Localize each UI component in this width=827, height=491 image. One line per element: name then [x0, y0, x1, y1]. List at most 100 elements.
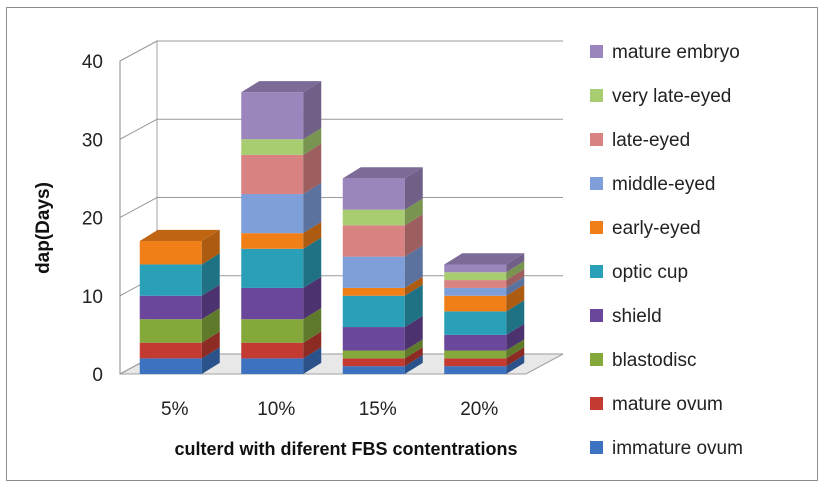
legend-item-very-late-eyed: very late-eyed	[590, 86, 731, 107]
legend-swatch-late-eyed	[590, 133, 603, 146]
bar-segment-20-percent-shield-side	[506, 323, 525, 351]
x-axis-ticks: 5% 10% 15% 20%	[161, 399, 498, 420]
bar-segment-15-percent-optic-cup-side	[404, 284, 423, 328]
x-tick-5-percent: 5%	[161, 399, 189, 420]
bar-segment-5-percent-early-eyed-front	[139, 240, 202, 265]
bar-segment-10-percent-late-eyed-side	[303, 143, 322, 195]
y-tick-10: 10	[82, 287, 103, 308]
bar-top-20-percent	[444, 253, 525, 265]
bar-segment-5-percent-blastodisc-front	[139, 319, 202, 343]
bar-segment-15-percent-immature-ovum-front	[342, 366, 405, 374]
bar-segment-15-percent-mature-ovum	[342, 347, 423, 367]
gridline	[119, 197, 563, 218]
bars	[139, 81, 525, 374]
bar-segment-15-percent-middle-eyed-side	[404, 245, 423, 288]
bar-segment-20-percent-early-eyed	[444, 284, 525, 312]
bar-segment-20-percent-middle-eyed-side	[506, 276, 525, 296]
bar-segment-20-percent-mature-embryo	[444, 253, 525, 273]
legend-label-late-eyed: late-eyed	[612, 130, 690, 151]
legend: mature embryo very late-eyed late-eyed midd…	[590, 42, 743, 459]
legend-label-mature-ovum: mature ovum	[612, 394, 723, 415]
bar-segment-15-percent-mature-embryo	[342, 167, 423, 210]
bar-segment-15-percent-blastodisc	[342, 339, 423, 359]
bar-segment-15-percent-immature-ovum	[342, 355, 423, 374]
legend-item-mature-embryo: mature embryo	[590, 42, 740, 63]
bar-segment-10-percent-early-eyed-side	[303, 221, 322, 249]
bar-segment-10-percent-early-eyed-front	[241, 233, 304, 249]
bar-segment-5-percent-mature-ovum-front	[139, 342, 202, 359]
bar-segment-15-percent-very-late-eyed-front	[342, 209, 405, 226]
x-tick-20-percent: 20%	[460, 399, 498, 420]
bar-segment-15-percent-mature-embryo-side	[404, 167, 423, 210]
gridline	[119, 40, 563, 62]
bar-segment-15-percent-shield-side	[404, 315, 423, 351]
legend-item-late-eyed: late-eyed	[590, 130, 690, 151]
bar-segment-10-percent-early-eyed	[241, 221, 322, 249]
bar-segment-20-percent-immature-ovum-side	[506, 355, 525, 374]
legend-label-optic-cup: optic cup	[612, 262, 688, 283]
bar-top-5-percent	[139, 229, 220, 241]
bar-segment-5-percent-blastodisc-side	[201, 308, 220, 343]
y-tick-30: 30	[82, 130, 103, 151]
legend-swatch-middle-eyed	[590, 177, 603, 190]
bar-segment-15-percent-blastodisc-front	[342, 350, 405, 359]
bar-segment-5-percent-immature-ovum-front	[139, 358, 202, 374]
bar-segment-10-percent-mature-embryo	[241, 81, 322, 140]
bar-segment-10-percent-optic-cup-front	[241, 248, 304, 288]
bar-segment-10-percent-middle-eyed	[241, 182, 322, 234]
bar-segment-10-percent-blastodisc-side	[303, 308, 322, 343]
bar-segment-15-percent-shield	[342, 315, 423, 351]
bar-segment-5-percent-immature-ovum	[139, 347, 220, 374]
bar-segment-15-percent-early-eyed-side	[404, 276, 423, 296]
bar-stack-15-percent	[342, 167, 423, 374]
bar-segment-15-percent-early-eyed-front	[342, 287, 405, 296]
bar-stack-10-percent	[241, 81, 322, 374]
bar-segment-20-percent-mature-embryo-side	[506, 253, 525, 273]
bar-top-10-percent	[241, 81, 322, 93]
gridline	[119, 118, 563, 140]
bar-segment-15-percent-middle-eyed-front	[342, 256, 405, 288]
legend-swatch-blastodisc	[590, 353, 603, 366]
bar-segment-15-percent-middle-eyed	[342, 245, 423, 288]
x-axis-label: culterd with diferent FBS contentrations	[174, 439, 517, 459]
bar-segment-10-percent-mature-embryo-side	[303, 81, 322, 140]
y-axis-label: dap(Days)	[33, 182, 54, 274]
legend-label-shield: shield	[612, 306, 662, 327]
legend-swatch-mature-embryo	[590, 45, 603, 58]
y-tick-0: 0	[92, 365, 103, 386]
bar-segment-10-percent-mature-ovum	[241, 331, 322, 359]
bar-segment-20-percent-late-eyed-side	[506, 268, 525, 288]
legend-label-mature-embryo: mature embryo	[612, 42, 740, 63]
x-tick-10-percent: 10%	[257, 399, 295, 420]
bar-segment-15-percent-optic-cup-front	[342, 295, 405, 328]
bar-segment-5-percent-mature-ovum	[139, 331, 220, 359]
bar-segment-15-percent-very-late-eyed	[342, 198, 423, 226]
bar-stack-20-percent	[444, 253, 525, 374]
bar-segment-10-percent-mature-embryo-front	[241, 92, 304, 140]
legend-label-early-eyed: early-eyed	[612, 218, 701, 239]
legend-swatch-optic-cup	[590, 265, 603, 278]
bar-segment-10-percent-optic-cup-side	[303, 237, 322, 288]
bar-segment-15-percent-blastodisc-side	[404, 339, 423, 359]
bar-segment-15-percent-late-eyed-front	[342, 225, 405, 257]
y-tick-20: 20	[82, 209, 103, 230]
bar-segment-10-percent-immature-ovum-side	[303, 347, 322, 374]
bar-segment-20-percent-immature-ovum	[444, 355, 525, 374]
bar-segment-15-percent-mature-ovum-side	[404, 347, 423, 367]
bar-segment-15-percent-shield-front	[342, 327, 405, 351]
bar-segment-15-percent-immature-ovum-side	[404, 355, 423, 374]
bar-segment-10-percent-very-late-eyed	[241, 128, 322, 155]
legend-item-immature-ovum: immature ovum	[590, 438, 743, 459]
bar-segment-20-percent-very-late-eyed	[444, 261, 525, 281]
bar-segment-20-percent-blastodisc-front	[444, 350, 507, 359]
legend-item-mature-ovum: mature ovum	[590, 394, 723, 415]
bar-segment-10-percent-immature-ovum	[241, 347, 322, 374]
y-axis-ticks: 0 10 20 30 40	[82, 52, 103, 386]
bar-segment-15-percent-optic-cup	[342, 284, 423, 328]
bar-segment-5-percent-optic-cup	[139, 253, 220, 296]
bar-segment-15-percent-mature-embryo-front	[342, 178, 405, 210]
bar-segment-10-percent-shield-front	[241, 287, 304, 320]
bar-segment-10-percent-mature-ovum-side	[303, 331, 322, 359]
bar-segment-5-percent-shield	[139, 284, 220, 320]
legend-item-shield: shield	[590, 306, 662, 327]
